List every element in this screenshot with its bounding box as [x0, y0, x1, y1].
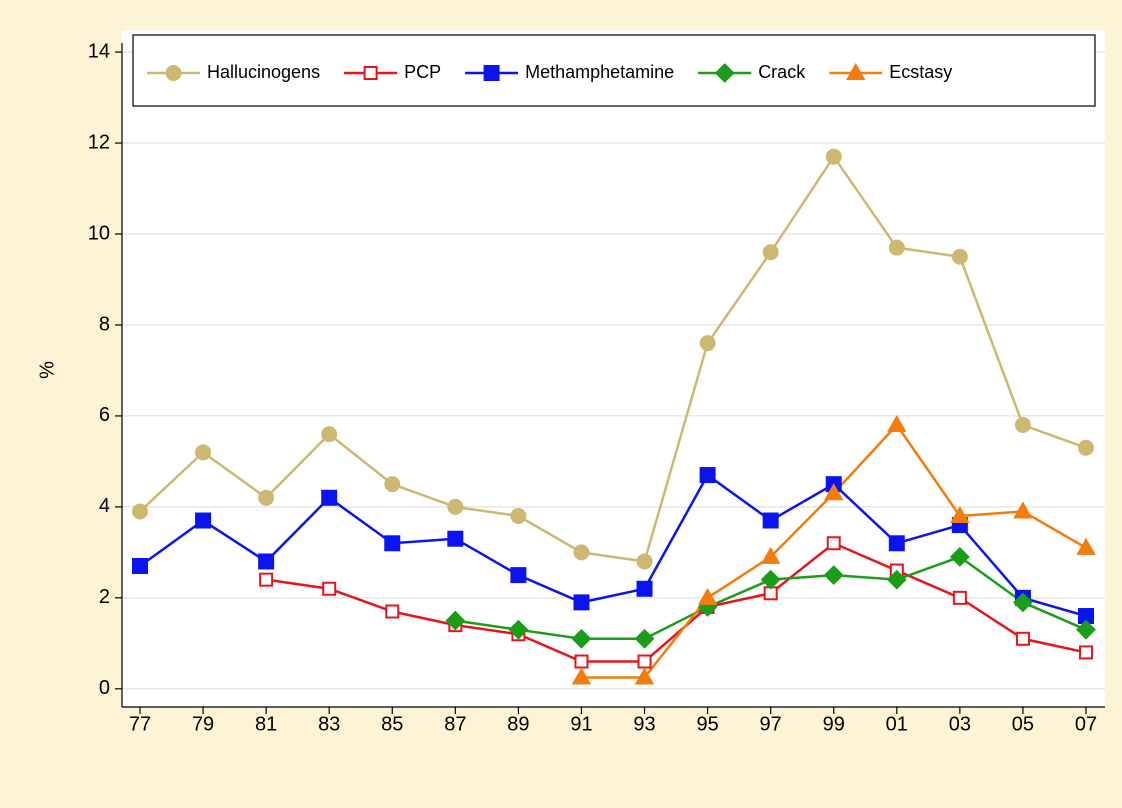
- x-tick-label: 91: [570, 713, 592, 735]
- data-point: [321, 426, 338, 443]
- data-point: [699, 467, 716, 484]
- data-point: [258, 489, 275, 506]
- data-point: [636, 580, 653, 597]
- series-line: [265, 541, 1087, 663]
- legend-label: Methamphetamine: [525, 62, 674, 82]
- data-point: [1013, 592, 1033, 613]
- x-tick-label: 01: [886, 713, 908, 735]
- y-tick-label: 6: [99, 404, 110, 426]
- data-point: [825, 148, 842, 165]
- y-tick-label: 0: [99, 677, 110, 699]
- data-point: [888, 535, 905, 552]
- y-tick-label: 2: [99, 586, 110, 608]
- y-axis-label: %: [36, 361, 58, 379]
- x-tick-label: 95: [696, 713, 718, 735]
- legend-box: [132, 34, 1096, 107]
- data-point: [1079, 645, 1093, 660]
- data-point: [259, 572, 274, 587]
- data-point: [132, 558, 148, 575]
- data-point: [384, 535, 401, 552]
- data-point: [637, 654, 652, 669]
- data-point: [1076, 537, 1096, 555]
- data-point: [1078, 439, 1094, 456]
- data-point: [760, 569, 781, 590]
- legend-label: Hallucinogens: [207, 62, 320, 82]
- data-point: [574, 654, 589, 669]
- data-point: [1013, 501, 1033, 519]
- plot-area: [122, 30, 1105, 707]
- data-point: [1014, 417, 1031, 434]
- data-point: [762, 512, 779, 529]
- data-point: [510, 507, 527, 524]
- data-point: [634, 667, 655, 685]
- x-tick-label: 87: [444, 713, 466, 735]
- data-point: [950, 505, 970, 523]
- x-tick-label: 89: [507, 713, 529, 735]
- x-tick-label: 03: [949, 713, 971, 735]
- data-point: [949, 547, 970, 567]
- data-point: [571, 667, 592, 685]
- data-point: [1076, 619, 1096, 640]
- legend-label: PCP: [404, 62, 441, 82]
- data-point: [952, 590, 967, 605]
- legend-marker: [165, 65, 182, 81]
- legend-marker: [483, 65, 500, 81]
- data-point: [447, 530, 464, 547]
- legend-marker: [714, 63, 735, 83]
- series-line: [139, 473, 1087, 618]
- x-tick-label: 85: [381, 713, 403, 735]
- y-tick-label: 10: [88, 222, 110, 244]
- data-point: [510, 567, 527, 584]
- data-point: [321, 489, 338, 506]
- x-tick-label: 81: [255, 713, 277, 735]
- data-point: [1015, 631, 1030, 646]
- data-point: [195, 444, 212, 461]
- x-tick-label: 83: [318, 713, 340, 735]
- data-point: [699, 335, 716, 352]
- x-tick-label: 05: [1012, 713, 1034, 735]
- x-tick-label: 99: [823, 713, 845, 735]
- data-point: [195, 512, 212, 529]
- data-point: [447, 498, 464, 515]
- y-tick-label: 12: [88, 131, 110, 153]
- x-tick-label: 93: [633, 713, 655, 735]
- x-tick-label: 79: [192, 713, 214, 735]
- data-point: [886, 569, 907, 590]
- data-point: [636, 553, 653, 570]
- data-point: [573, 594, 590, 611]
- data-point: [445, 610, 466, 631]
- data-point: [760, 546, 781, 564]
- x-tick-label: 97: [760, 713, 782, 735]
- series-line: [139, 154, 1087, 563]
- legend-marker: [845, 62, 866, 80]
- data-point: [385, 604, 400, 619]
- data-point: [322, 581, 337, 596]
- data-point: [826, 536, 841, 551]
- y-tick-label: 4: [99, 495, 110, 517]
- data-point: [258, 553, 275, 570]
- data-point: [132, 503, 148, 520]
- x-tick-label: 77: [129, 713, 151, 735]
- data-point: [508, 619, 529, 640]
- data-point: [823, 565, 844, 586]
- data-point: [762, 244, 779, 261]
- data-point: [887, 415, 907, 433]
- data-point: [384, 476, 401, 493]
- y-tick-label: 8: [99, 313, 110, 335]
- data-point: [634, 628, 655, 649]
- data-point: [824, 483, 844, 501]
- x-tick-label: 07: [1075, 713, 1097, 735]
- legend-marker: [363, 66, 378, 80]
- data-point: [951, 248, 968, 265]
- data-point: [697, 587, 718, 605]
- data-point: [573, 544, 590, 561]
- data-point: [888, 239, 905, 256]
- legend-label: Ecstasy: [889, 62, 952, 82]
- legend-label: Crack: [758, 62, 806, 82]
- y-tick-label: 14: [88, 40, 110, 62]
- data-point: [571, 628, 592, 649]
